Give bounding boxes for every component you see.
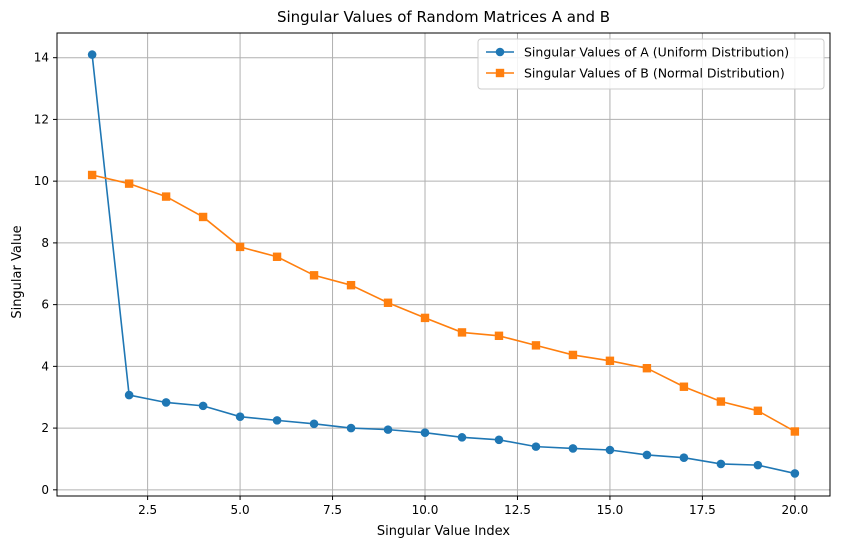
legend-box	[477, 38, 825, 90]
data-point	[272, 416, 282, 425]
data-series	[87, 50, 800, 478]
data-point	[531, 442, 541, 451]
series-a	[87, 50, 800, 478]
data-point	[494, 435, 504, 445]
y-tick-label: 4	[41, 359, 49, 373]
legend-entry-b: Singular Values of B (Normal Distributio…	[486, 66, 785, 81]
x-tick-label: 2.5	[138, 503, 157, 517]
data-point	[790, 427, 800, 436]
series-line	[91, 174, 796, 433]
axis-ticks: 2.5 5.0 7.5 10.0 12.5 15.0 17.5 20.0 0 2 4 6 8 10 12 14	[34, 51, 809, 517]
data-point	[716, 459, 726, 469]
data-point	[420, 428, 430, 438]
x-tick-label: 7.5	[323, 503, 342, 517]
x-tick-label: 15.0	[597, 503, 624, 517]
y-tick-label: 10	[34, 174, 49, 188]
series-b	[87, 170, 800, 436]
y-axis-label: Singular Value	[10, 225, 25, 318]
x-tick-label: 10.0	[412, 503, 439, 517]
x-tick-label: 5.0	[231, 503, 250, 517]
y-tick-label: 6	[41, 298, 49, 312]
series-line	[91, 54, 796, 475]
data-point	[161, 192, 171, 201]
data-point	[124, 179, 134, 188]
legend-label: Singular Values of B (Normal Distributio…	[524, 66, 785, 81]
data-point	[457, 433, 467, 442]
data-point	[383, 298, 393, 307]
data-point	[346, 423, 356, 433]
data-point	[87, 50, 97, 59]
data-point	[716, 397, 726, 406]
data-point	[790, 469, 800, 478]
legend-entry-a: Singular Values of A (Uniform Distributi…	[486, 45, 789, 60]
legend: Singular Values of A (Uniform Distributi…	[477, 38, 825, 90]
y-tick-label: 12	[34, 112, 49, 126]
data-point	[309, 419, 319, 429]
data-point	[235, 242, 245, 252]
data-point	[420, 313, 430, 323]
data-point	[161, 398, 171, 407]
chart-title: Singular Values of Random Matrices A and…	[277, 8, 610, 26]
legend-marker	[495, 47, 505, 57]
x-axis-label: Singular Value Index	[377, 524, 511, 539]
legend-marker	[495, 68, 505, 78]
legend-label: Singular Values of A (Uniform Distributi…	[524, 45, 789, 60]
plot-area-frame	[56, 32, 831, 497]
x-tick-label: 12.5	[504, 503, 531, 517]
data-point	[272, 252, 282, 261]
data-point	[642, 364, 652, 373]
grid	[57, 33, 830, 496]
data-point	[605, 356, 615, 366]
x-tick-label: 20.0	[782, 503, 809, 517]
data-point	[679, 453, 689, 463]
y-tick-label: 14	[34, 51, 49, 65]
data-point	[198, 212, 208, 222]
data-point	[605, 445, 615, 455]
data-point	[568, 350, 578, 360]
data-point	[531, 341, 541, 350]
data-point	[679, 382, 689, 391]
y-tick-label: 8	[41, 236, 49, 250]
data-point	[198, 401, 208, 411]
data-point	[235, 412, 245, 421]
y-tick-label: 0	[41, 483, 49, 497]
data-point	[494, 331, 504, 341]
data-point	[642, 450, 652, 460]
data-point	[309, 271, 319, 280]
data-point	[124, 390, 134, 400]
data-point	[753, 460, 763, 470]
data-point	[568, 444, 578, 453]
data-point	[346, 280, 356, 290]
y-tick-label: 2	[41, 421, 49, 435]
data-point	[457, 328, 467, 337]
data-point	[87, 170, 97, 180]
x-tick-label: 17.5	[689, 503, 716, 517]
data-point	[753, 406, 763, 416]
data-point	[383, 425, 393, 434]
